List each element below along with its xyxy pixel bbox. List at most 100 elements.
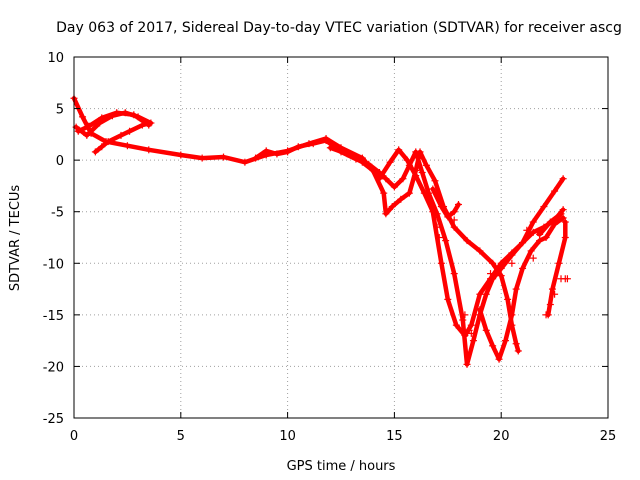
- data-point: [482, 326, 490, 334]
- data-point: [512, 340, 520, 348]
- data-point: [126, 127, 134, 135]
- y-tick-label: 10: [47, 51, 64, 66]
- y-tick-label: -10: [43, 257, 64, 272]
- data-point: [123, 142, 131, 150]
- scatter-point: [551, 290, 559, 298]
- data-point: [145, 121, 153, 129]
- plot-frame: [73, 56, 609, 419]
- data-point: [540, 203, 548, 211]
- data-point: [117, 131, 125, 139]
- y-axis-label: SDTVAR / TECUs: [8, 185, 23, 292]
- data-point: [444, 295, 452, 303]
- data-point: [514, 347, 522, 355]
- data-point: [527, 247, 535, 255]
- data-point: [198, 154, 206, 162]
- x-tick-label: 5: [177, 429, 185, 444]
- data-point: [504, 295, 512, 303]
- x-tick-label: 15: [386, 429, 403, 444]
- scatter-point: [563, 275, 571, 283]
- data-point: [390, 183, 398, 191]
- data-point: [437, 203, 445, 211]
- gridlines: [74, 57, 608, 418]
- axis-ticks: 0 5 10 15 20 25 10 5 0 -5 -10 -15 -20 -25: [43, 51, 617, 444]
- data-point: [450, 208, 458, 216]
- data-point: [482, 290, 490, 298]
- data-point: [326, 144, 334, 152]
- data-point: [85, 122, 93, 130]
- scatter-point: [529, 254, 537, 262]
- data-point: [284, 148, 292, 156]
- data-point: [542, 234, 550, 241]
- data-point: [467, 321, 475, 329]
- data-point: [559, 206, 567, 214]
- data-point: [555, 259, 563, 267]
- y-tick-label: -5: [51, 206, 64, 221]
- y-tick-label: -20: [43, 360, 64, 375]
- data-point: [431, 177, 439, 185]
- data-point: [113, 109, 121, 117]
- data-point: [557, 210, 565, 218]
- plot-area: [70, 94, 571, 368]
- scatter-point: [450, 216, 458, 224]
- data-point: [412, 166, 420, 174]
- data-point: [437, 259, 445, 267]
- chart-title: Day 063 of 2017, Sidereal Day-to-day VTE…: [56, 20, 622, 36]
- data-point: [489, 275, 497, 283]
- data-point: [375, 169, 383, 177]
- data-point: [469, 337, 477, 345]
- x-tick-label: 25: [600, 429, 617, 444]
- data-point: [561, 218, 569, 226]
- data-point: [79, 113, 87, 121]
- x-tick-label: 10: [279, 429, 296, 444]
- data-point: [388, 203, 396, 211]
- data-point: [397, 195, 405, 203]
- data-point: [294, 143, 302, 151]
- data-point: [177, 151, 185, 159]
- scatter-point: [534, 228, 542, 236]
- data-point: [416, 148, 424, 156]
- data-point: [241, 158, 249, 166]
- data-point: [343, 150, 351, 158]
- scatter-point: [433, 223, 441, 231]
- data-point: [489, 259, 497, 267]
- scatter-point: [435, 234, 443, 241]
- data-point: [489, 342, 497, 350]
- data-point: [561, 234, 569, 241]
- data-point: [429, 185, 437, 193]
- scatter-point: [546, 301, 554, 309]
- data-point: [145, 146, 153, 154]
- data-point: [551, 187, 559, 195]
- data-point: [508, 251, 516, 259]
- x-tick-label: 0: [70, 429, 78, 444]
- data-point: [536, 237, 544, 245]
- data-point: [463, 237, 471, 245]
- data-point: [399, 175, 407, 183]
- data-point: [83, 131, 91, 139]
- data-point: [418, 169, 426, 177]
- data-point: [459, 316, 467, 324]
- data-point: [309, 140, 317, 148]
- data-point: [548, 285, 556, 293]
- y-tick-label: -25: [43, 412, 64, 427]
- scatter-point: [508, 259, 516, 267]
- data-point: [442, 237, 450, 245]
- data-point: [546, 218, 554, 226]
- data-point: [452, 321, 460, 329]
- scatter-point: [467, 329, 475, 337]
- data-point: [463, 360, 471, 368]
- x-axis-label: GPS time / hours: [287, 459, 396, 474]
- scatter-point: [542, 311, 550, 319]
- data-point: [382, 210, 390, 218]
- data-point: [559, 175, 567, 183]
- data-point: [130, 111, 138, 119]
- data-point: [262, 147, 270, 155]
- data-point: [444, 213, 452, 221]
- data-point: [501, 337, 509, 345]
- y-tick-label: -15: [43, 309, 64, 324]
- data-point: [405, 161, 413, 169]
- data-point: [454, 200, 462, 208]
- data-point: [559, 214, 567, 222]
- y-tick-label: 0: [56, 154, 64, 169]
- scatter-point: [523, 226, 531, 234]
